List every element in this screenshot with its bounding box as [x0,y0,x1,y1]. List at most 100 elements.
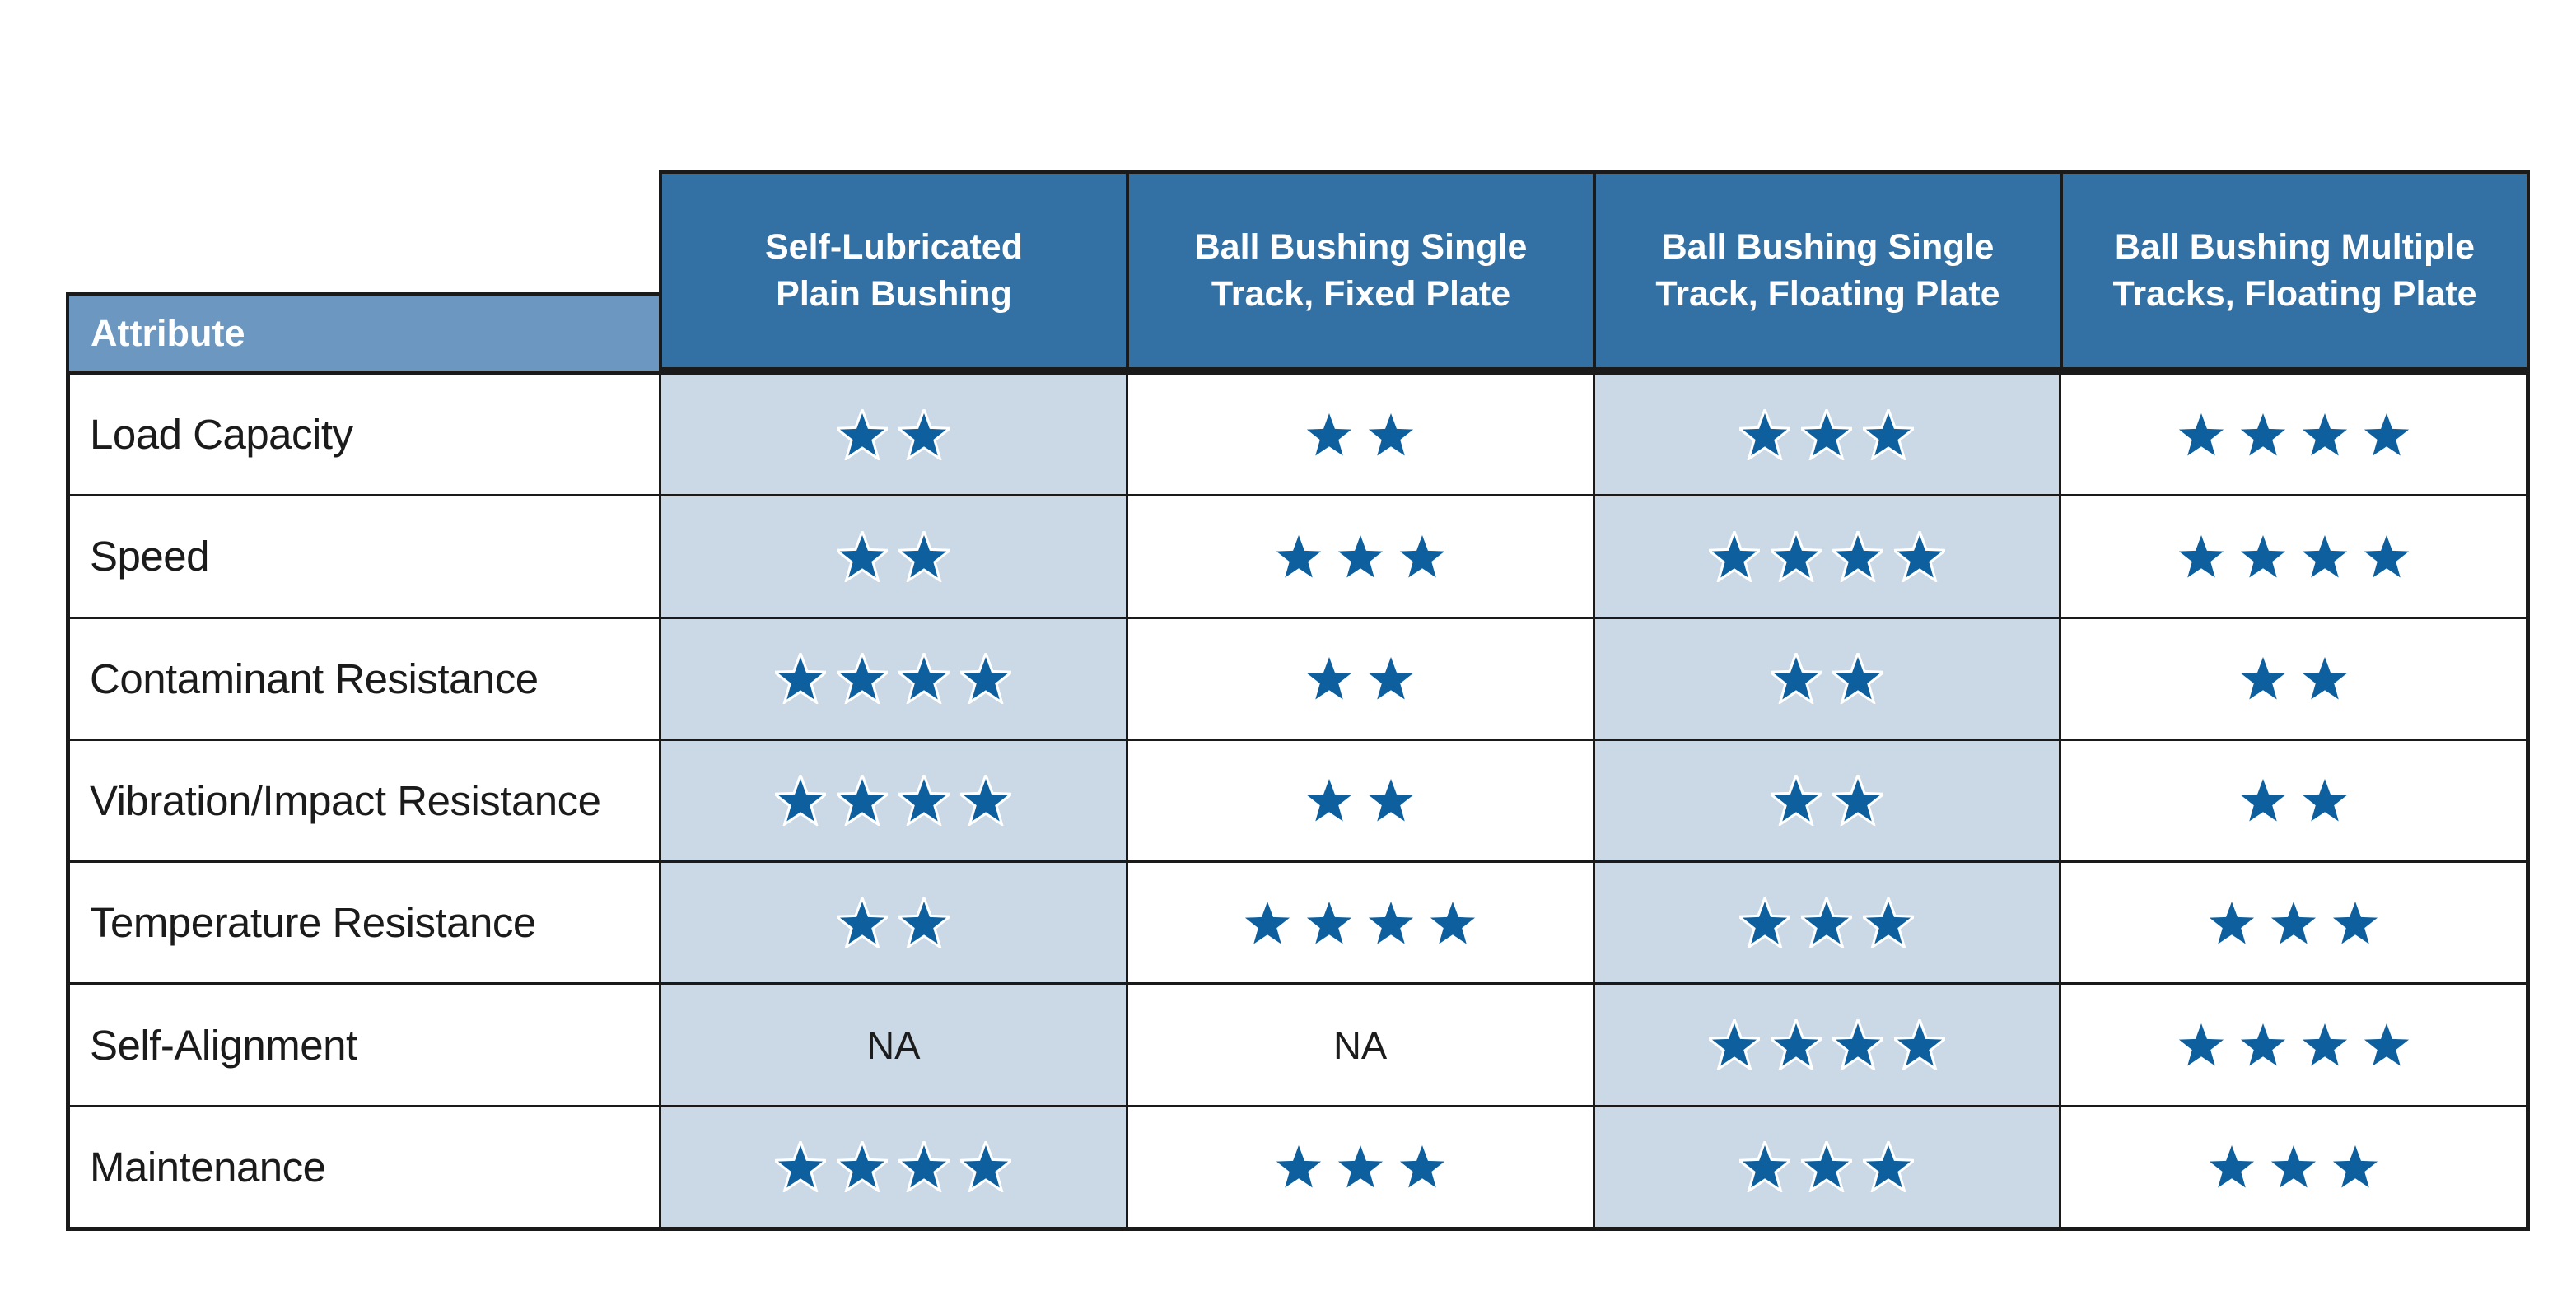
star-icon [837,408,889,460]
rating-cell [1594,985,2060,1105]
star-icon [775,775,827,827]
rating-cell [2061,496,2526,617]
star-icon [1893,530,1945,582]
rating-cell [1127,740,1593,861]
rating-cell [1594,375,2060,495]
star-icon [2298,775,2350,827]
star-icon [2175,530,2227,582]
rating-cell [1594,740,2060,861]
star-icon [1801,1141,1853,1193]
star-icon [1365,897,1417,948]
rating-cell [2061,1107,2526,1227]
star-icon [1893,1019,1945,1071]
star-icon [1739,408,1791,460]
comparison-table: Self-Lubricated Plain Bushing Ball Bushin… [66,170,2530,1231]
star-icon [1832,775,1883,827]
rating-cell [2061,863,2526,983]
star-icon [2268,897,2320,948]
star-icon [2360,1019,2412,1071]
star-icon [898,408,950,460]
rating-cell [2061,375,2526,495]
column-header-2: Ball Bushing Single Track, Fixed Plate [1129,174,1593,367]
star-icon [1272,530,1324,582]
rating-cell [1127,375,1593,495]
star-icon [2298,408,2350,460]
rating-cell [1127,1107,1593,1227]
star-icon [2298,530,2350,582]
star-icon [1396,530,1448,582]
row-label: Load Capacity [70,375,659,495]
star-icon [2237,408,2289,460]
rating-cell [1127,618,1593,739]
attribute-header-cell: Attribute [66,292,659,371]
rating-cell [661,740,1126,861]
star-icon [1304,653,1356,705]
rating-cell [2061,985,2526,1105]
star-icon [1863,1141,1915,1193]
star-icon [1739,1141,1791,1193]
star-icon [1770,1019,1822,1071]
rating-cell [661,1107,1126,1227]
star-icon [1242,897,1294,948]
star-icon [1396,1141,1448,1193]
star-icon [1304,897,1356,948]
star-icon [837,775,889,827]
rating-cell: NA [1127,985,1593,1105]
rating-cell [661,375,1126,495]
star-icon [1832,1019,1883,1071]
star-icon [1832,530,1883,582]
star-icon [1739,897,1791,948]
star-icon [1863,408,1915,460]
star-icon [1304,408,1356,460]
star-icon [2175,408,2227,460]
rating-cell [661,863,1126,983]
star-icon [837,653,889,705]
row-label: Vibration/Impact Resistance [70,740,659,861]
star-icon [2360,530,2412,582]
star-icon [898,897,950,948]
star-icon [2330,897,2382,948]
rating-cell [661,496,1126,617]
star-icon [1801,408,1853,460]
star-icon [837,1141,889,1193]
star-icon [775,653,827,705]
rating-cell [1594,618,2060,739]
column-header-4: Ball Bushing Multiple Tracks, Floating P… [2063,174,2527,367]
rating-cell [661,618,1126,739]
rating-cell [2061,618,2526,739]
star-icon [1770,530,1822,582]
star-icon [2298,653,2350,705]
na-value: NA [1332,1023,1388,1067]
star-icon [1801,897,1853,948]
row-label: Speed [70,496,659,617]
star-icon [1770,775,1822,827]
star-icon [2237,1019,2289,1071]
star-icon [1304,775,1356,827]
star-icon [1427,897,1479,948]
star-icon [898,653,950,705]
star-icon [2237,530,2289,582]
star-icon [898,1141,950,1193]
star-icon [960,775,1012,827]
star-icon [1770,653,1822,705]
row-label: Temperature Resistance [70,863,659,983]
star-icon [2237,775,2289,827]
star-icon [2298,1019,2350,1071]
star-icon [775,1141,827,1193]
star-icon [1365,408,1417,460]
rating-cell: NA [661,985,1126,1105]
row-label: Contaminant Resistance [70,618,659,739]
star-icon [960,653,1012,705]
star-icon [1708,1019,1760,1071]
star-icon [2330,1141,2382,1193]
rating-cell [1594,1107,2060,1227]
attribute-header-label: Attribute [91,311,245,354]
rating-cell [2061,740,2526,861]
na-value: NA [866,1023,921,1067]
star-icon [1334,1141,1386,1193]
star-icon [1334,530,1386,582]
star-icon [1272,1141,1324,1193]
star-icon [1832,653,1883,705]
star-icon [2175,1019,2227,1071]
column-headers-row: Self-Lubricated Plain Bushing Ball Bushin… [659,170,2530,371]
